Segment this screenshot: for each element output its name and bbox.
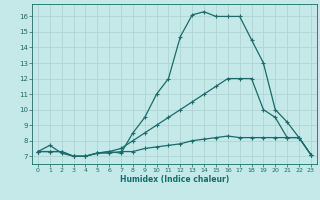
X-axis label: Humidex (Indice chaleur): Humidex (Indice chaleur) [120,175,229,184]
